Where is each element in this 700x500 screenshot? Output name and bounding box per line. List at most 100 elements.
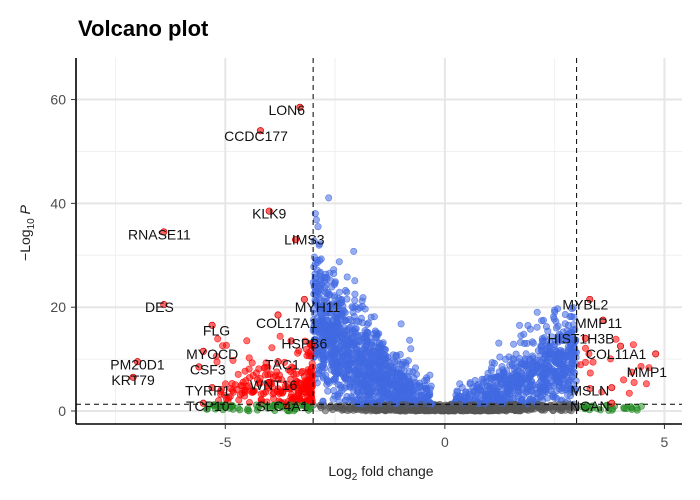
- data-point: [374, 357, 382, 365]
- data-point: [394, 357, 402, 365]
- data-point: [366, 368, 374, 376]
- data-point: [385, 390, 393, 398]
- data-point: [528, 338, 536, 346]
- data-point: [310, 237, 318, 245]
- data-point: [348, 355, 356, 363]
- data-point: [327, 366, 335, 374]
- data-point: [312, 216, 320, 224]
- data-point: [415, 379, 423, 387]
- data-point: [405, 375, 413, 383]
- data-point: [370, 362, 378, 370]
- data-point: [462, 389, 470, 397]
- data-point: [358, 355, 366, 363]
- data-point: [343, 295, 351, 303]
- gene-label: MYH11: [295, 299, 341, 315]
- data-point: [340, 324, 348, 332]
- data-point: [319, 362, 327, 370]
- data-point: [322, 281, 330, 289]
- data-point: [248, 359, 256, 367]
- data-point: [494, 393, 502, 401]
- data-point: [540, 404, 548, 412]
- data-point: [387, 363, 395, 371]
- data-point: [341, 396, 349, 404]
- data-point: [559, 380, 567, 388]
- data-point: [354, 333, 362, 341]
- data-points: [129, 103, 660, 415]
- data-point: [310, 290, 318, 298]
- data-point: [466, 379, 474, 387]
- data-point: [364, 319, 372, 327]
- data-point: [241, 392, 249, 400]
- data-point: [332, 375, 340, 383]
- gene-label: PM20D1: [110, 356, 165, 372]
- data-point: [519, 403, 527, 411]
- data-point: [345, 347, 353, 355]
- gene-label: COL17A1: [256, 315, 318, 331]
- data-point: [543, 394, 551, 402]
- data-point: [534, 361, 542, 369]
- data-point: [567, 352, 575, 360]
- data-point: [353, 369, 361, 377]
- data-point: [397, 373, 405, 381]
- data-point: [310, 263, 318, 271]
- data-point: [537, 346, 545, 354]
- data-point: [549, 354, 557, 362]
- data-point: [489, 384, 497, 392]
- data-point: [426, 371, 434, 379]
- gene-label: KRT79: [111, 372, 155, 388]
- data-point: [400, 367, 408, 375]
- data-point: [510, 340, 518, 348]
- data-point: [324, 377, 332, 385]
- data-point: [495, 339, 503, 347]
- data-point: [243, 337, 251, 345]
- data-point: [316, 256, 324, 264]
- gene-label: MYOCD: [186, 346, 238, 362]
- data-point: [298, 387, 306, 395]
- data-point: [371, 327, 379, 335]
- data-point: [378, 340, 386, 348]
- gene-label: HIST1H3B: [548, 330, 615, 346]
- data-point: [512, 350, 520, 358]
- data-point: [235, 396, 243, 404]
- data-point: [552, 317, 560, 325]
- data-point: [407, 402, 415, 410]
- data-point: [496, 353, 504, 361]
- data-point: [542, 358, 550, 366]
- data-point: [586, 369, 594, 377]
- data-point: [370, 313, 378, 321]
- gene-label: HSPB6: [281, 336, 327, 352]
- data-point: [481, 399, 489, 407]
- data-point: [241, 367, 249, 375]
- data-point: [311, 210, 319, 218]
- data-point: [520, 330, 528, 338]
- data-point: [362, 333, 370, 341]
- data-point: [522, 350, 530, 358]
- gene-label: TAC1: [265, 356, 300, 372]
- data-point: [338, 387, 346, 395]
- data-point: [307, 365, 315, 373]
- data-point: [411, 364, 419, 372]
- data-point: [330, 266, 338, 274]
- data-point: [360, 377, 368, 385]
- data-point: [319, 355, 327, 363]
- gene-label: FLG: [203, 323, 230, 339]
- gene-label: CCDC177: [224, 128, 288, 144]
- data-point: [466, 395, 474, 403]
- x-tick-label: -5: [219, 434, 232, 450]
- data-point: [545, 381, 553, 389]
- data-point: [480, 375, 488, 383]
- data-point: [564, 346, 572, 354]
- data-point: [324, 316, 332, 324]
- data-point: [553, 367, 561, 375]
- data-point: [331, 279, 339, 287]
- data-point: [525, 369, 533, 377]
- data-point: [518, 396, 526, 404]
- data-point: [538, 371, 546, 379]
- data-point: [350, 247, 358, 255]
- gene-label: MYBL2: [562, 297, 608, 313]
- data-point: [553, 394, 561, 402]
- gene-label: TCP10: [186, 398, 230, 414]
- labeled-point: [652, 350, 660, 358]
- data-point: [234, 404, 242, 412]
- data-point: [382, 402, 390, 410]
